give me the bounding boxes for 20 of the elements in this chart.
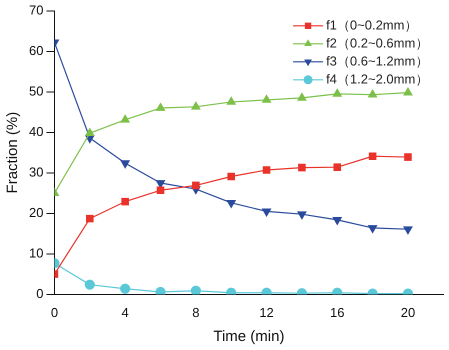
y-tick-label: 70 (28, 2, 44, 18)
legend-label: f3（0.6~1.2mm） (326, 53, 428, 68)
y-tick-label: 50 (28, 83, 44, 98)
x-tick-label: 4 (122, 304, 129, 320)
y-tick-label: 40 (28, 124, 44, 139)
y-axis-title: Fraction (%) (4, 112, 22, 194)
x-axis-title: Time (min) (213, 328, 284, 346)
x-tick-label: 0 (50, 304, 58, 320)
y-tick-label: 60 (28, 42, 44, 58)
y-tick-label: 20 (28, 204, 44, 220)
y-tick-label: 10 (28, 245, 44, 260)
legend-label: f1（0~0.2mm） (326, 17, 418, 32)
x-tick-label: 16 (330, 304, 344, 320)
x-tick-label: 12 (259, 304, 274, 320)
x-tick-label: 8 (192, 304, 200, 320)
y-tick-label: 0 (36, 286, 44, 301)
legend-label: f4（1.2~2.0mm） (326, 71, 428, 86)
y-tick-label: 30 (28, 164, 44, 180)
legend-label: f2（0.2~0.6mm） (326, 35, 428, 50)
x-tick-label: 20 (400, 304, 416, 320)
